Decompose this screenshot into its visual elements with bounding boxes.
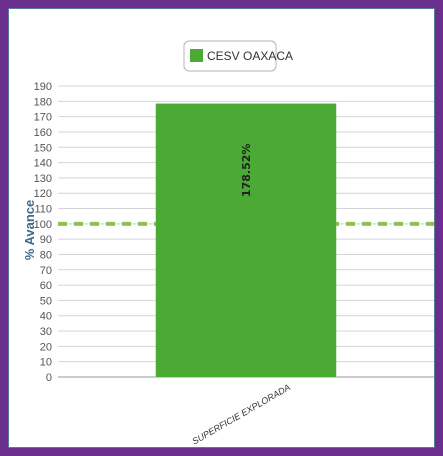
y-tick-label: 130 [34,173,52,185]
y-tick-label: 70 [40,265,52,277]
y-tick-label: 180 [34,96,52,108]
y-tick-label: 40 [40,311,52,323]
legend-label: CESV OAXACA [207,49,293,63]
x-axis-categories: SUPERFICIE EXPLORADA [190,382,292,446]
y-tick-label: 90 [40,234,52,246]
data-label: 178.52% [240,144,253,197]
y-tick-label: 10 [40,357,52,369]
y-tick-label: 50 [40,295,52,307]
y-tick-label: 100 [34,219,52,231]
legend-box [183,40,277,72]
y-axis-label: % Avance [22,200,37,260]
legend-swatch [190,49,203,62]
bar[interactable] [155,103,337,378]
y-tick-label: 190 [34,81,52,93]
y-tick-label: 150 [34,142,52,154]
bars: 178.52% [155,103,337,378]
y-tick-label: 20 [40,341,52,353]
y-tick-label: 60 [40,280,52,292]
y-axis-ticks: 0 10 20 30 40 50 60 70 80 90 100 110 120 130 140 150 160… [34,81,52,384]
legend[interactable]: CESV OAXACA [183,40,293,72]
y-tick-label: 110 [34,204,52,216]
y-tick-label: 0 [46,372,52,384]
y-tick-label: 140 [34,158,52,170]
y-tick-label: 170 [34,112,52,124]
y-tick-label: 160 [34,127,52,139]
x-category-label: SUPERFICIE EXPLORADA [190,382,292,446]
y-tick-label: 30 [40,326,52,338]
y-tick-label: 80 [40,249,52,261]
y-tick-label: 120 [34,188,52,200]
